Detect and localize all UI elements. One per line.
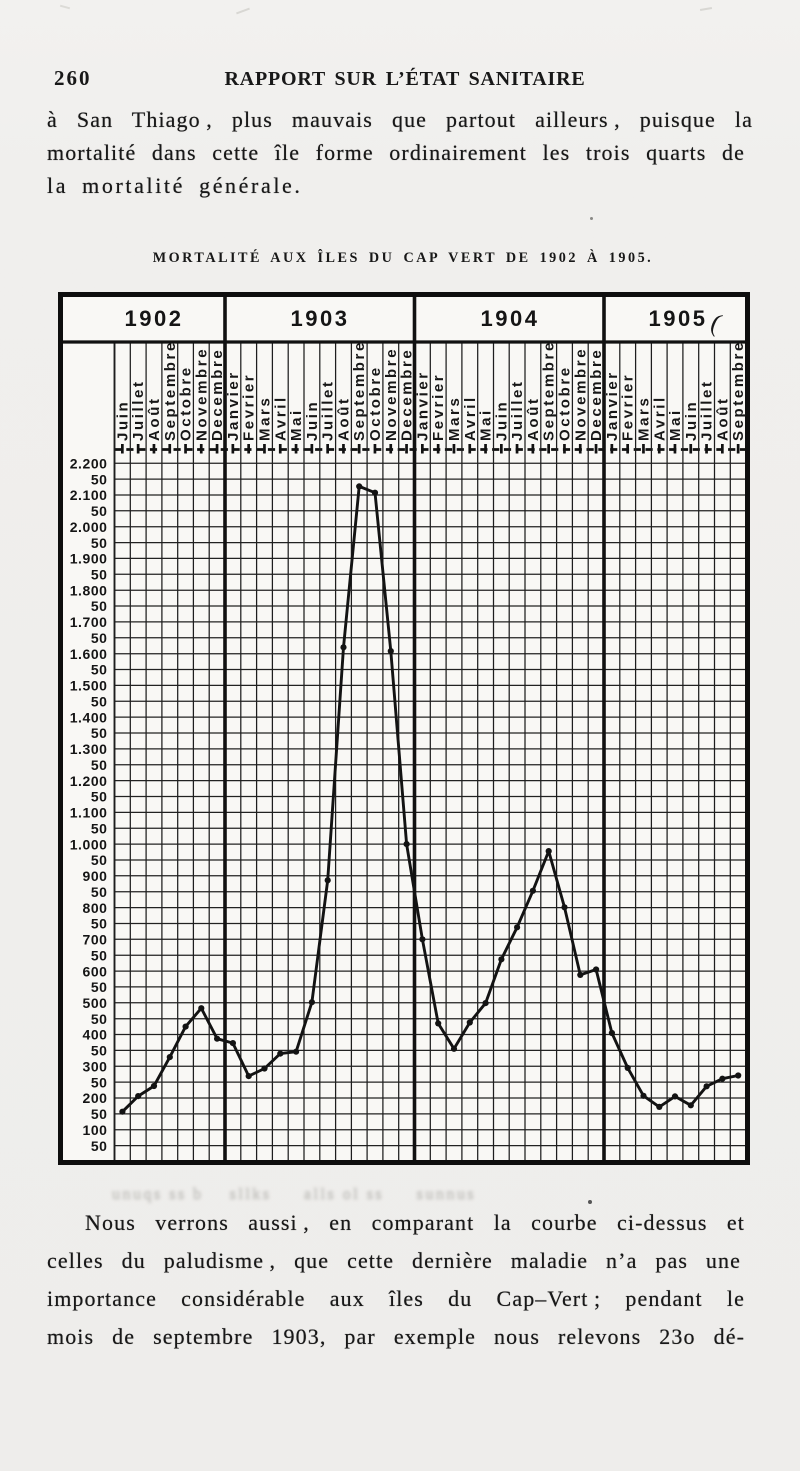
svg-text:Juillet: Juillet bbox=[509, 379, 526, 441]
svg-text:1.500: 1.500 bbox=[70, 678, 108, 694]
svg-text:50: 50 bbox=[91, 535, 108, 551]
svg-text:400: 400 bbox=[82, 1027, 107, 1043]
svg-text:Juillet: Juillet bbox=[130, 379, 147, 441]
svg-text:50: 50 bbox=[91, 694, 108, 710]
svg-text:50: 50 bbox=[91, 471, 108, 487]
svg-text:Janvier: Janvier bbox=[414, 370, 431, 441]
svg-text:1.300: 1.300 bbox=[70, 741, 108, 757]
svg-text:50: 50 bbox=[91, 725, 108, 741]
svg-text:Octobre: Octobre bbox=[557, 365, 574, 441]
svg-text:1.800: 1.800 bbox=[70, 582, 108, 598]
svg-text:Mars: Mars bbox=[446, 396, 463, 441]
svg-text:1.900: 1.900 bbox=[70, 551, 108, 567]
svg-text:50: 50 bbox=[91, 789, 108, 805]
svg-text:500: 500 bbox=[82, 995, 107, 1011]
svg-text:Juin: Juin bbox=[304, 400, 321, 441]
svg-text:Septembre: Septembre bbox=[351, 340, 368, 441]
svg-text:Fevrier: Fevrier bbox=[620, 373, 637, 441]
svg-text:Août: Août bbox=[146, 396, 163, 441]
svg-text:1905: 1905 bbox=[649, 306, 708, 331]
svg-text:Avril: Avril bbox=[462, 395, 479, 441]
svg-text:Mars: Mars bbox=[636, 396, 653, 441]
svg-text:Decembre: Decembre bbox=[209, 348, 226, 441]
svg-text:Fevrier: Fevrier bbox=[241, 373, 258, 441]
svg-text:2.200: 2.200 bbox=[70, 455, 108, 471]
svg-text:Juin: Juin bbox=[114, 400, 131, 441]
svg-text:1.200: 1.200 bbox=[70, 773, 108, 789]
svg-text:1903: 1903 bbox=[291, 306, 350, 331]
svg-text:Fevrier: Fevrier bbox=[430, 373, 447, 441]
svg-text:300: 300 bbox=[82, 1059, 107, 1075]
svg-text:800: 800 bbox=[82, 900, 107, 916]
svg-text:Avril: Avril bbox=[651, 395, 668, 441]
svg-text:2.100: 2.100 bbox=[70, 487, 108, 503]
svg-text:200: 200 bbox=[82, 1090, 107, 1106]
svg-text:Juillet: Juillet bbox=[699, 379, 716, 441]
svg-text:50: 50 bbox=[91, 503, 108, 519]
svg-text:50: 50 bbox=[91, 1043, 108, 1059]
svg-text:50: 50 bbox=[91, 916, 108, 932]
svg-text:Septembre: Septembre bbox=[730, 340, 747, 441]
svg-text:1.700: 1.700 bbox=[70, 614, 108, 630]
svg-text:Juin: Juin bbox=[683, 400, 700, 441]
svg-text:Octobre: Octobre bbox=[178, 365, 195, 441]
svg-text:600: 600 bbox=[82, 963, 107, 979]
svg-text:Juin: Juin bbox=[493, 400, 510, 441]
svg-text:1.100: 1.100 bbox=[70, 805, 108, 821]
svg-text:50: 50 bbox=[91, 1138, 108, 1154]
svg-text:50: 50 bbox=[91, 757, 108, 773]
svg-text:700: 700 bbox=[82, 932, 107, 948]
svg-text:Août: Août bbox=[714, 396, 731, 441]
svg-text:Janvier: Janvier bbox=[225, 370, 242, 441]
svg-text:1902: 1902 bbox=[125, 306, 184, 331]
svg-text:50: 50 bbox=[91, 1074, 108, 1090]
svg-text:50: 50 bbox=[91, 567, 108, 583]
svg-text:Novembre: Novembre bbox=[572, 347, 589, 441]
svg-text:50: 50 bbox=[91, 852, 108, 868]
svg-text:Août: Août bbox=[336, 396, 353, 441]
svg-text:Août: Août bbox=[525, 396, 542, 441]
svg-text:1904: 1904 bbox=[481, 306, 540, 331]
svg-text:1.600: 1.600 bbox=[70, 646, 108, 662]
svg-text:50: 50 bbox=[91, 979, 108, 995]
svg-text:1.000: 1.000 bbox=[70, 836, 108, 852]
svg-text:2.000: 2.000 bbox=[70, 519, 108, 535]
svg-text:50: 50 bbox=[91, 630, 108, 646]
svg-text:Mai: Mai bbox=[478, 408, 495, 441]
svg-text:50: 50 bbox=[91, 947, 108, 963]
svg-text:Mars: Mars bbox=[257, 396, 274, 441]
svg-text:1.400: 1.400 bbox=[70, 709, 108, 725]
svg-text:Mai: Mai bbox=[288, 408, 305, 441]
svg-text:Septembre: Septembre bbox=[162, 340, 179, 441]
svg-text:50: 50 bbox=[91, 884, 108, 900]
svg-text:100: 100 bbox=[82, 1122, 107, 1138]
svg-text:50: 50 bbox=[91, 598, 108, 614]
svg-text:50: 50 bbox=[91, 1106, 108, 1122]
svg-text:Novembre: Novembre bbox=[383, 347, 400, 441]
svg-text:Juillet: Juillet bbox=[320, 379, 337, 441]
svg-text:50: 50 bbox=[91, 820, 108, 836]
svg-text:Septembre: Septembre bbox=[541, 340, 558, 441]
svg-text:Avril: Avril bbox=[272, 395, 289, 441]
svg-text:Decembre: Decembre bbox=[588, 348, 605, 441]
svg-text:50: 50 bbox=[91, 1011, 108, 1027]
svg-text:Janvier: Janvier bbox=[604, 370, 621, 441]
svg-text:Decembre: Decembre bbox=[399, 348, 416, 441]
svg-text:50: 50 bbox=[91, 662, 108, 678]
svg-text:Novembre: Novembre bbox=[193, 347, 210, 441]
svg-text:900: 900 bbox=[82, 868, 107, 884]
svg-text:Octobre: Octobre bbox=[367, 365, 384, 441]
svg-text:Mai: Mai bbox=[667, 408, 684, 441]
